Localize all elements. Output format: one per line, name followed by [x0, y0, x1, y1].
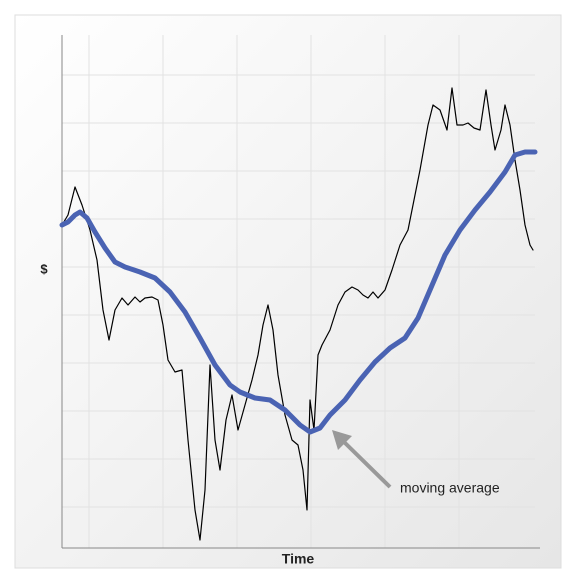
panel	[14, 14, 562, 569]
y-axis-label: $	[40, 261, 48, 276]
arrow-shaft	[340, 438, 392, 489]
arrow-head	[332, 430, 352, 450]
annotation: moving average	[400, 480, 500, 496]
grid	[62, 35, 535, 548]
line	[59, 149, 538, 435]
plot	[59, 87, 538, 541]
x-axis-label: Time	[282, 551, 315, 567]
line	[61, 87, 534, 541]
